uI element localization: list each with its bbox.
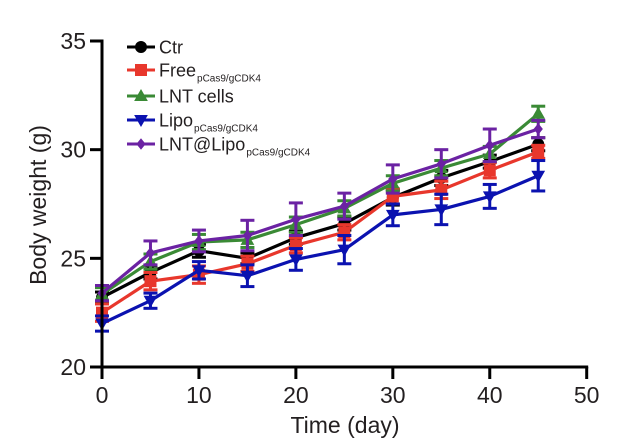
x-tick-label: 50 xyxy=(574,382,600,408)
data-point xyxy=(144,275,157,288)
legend-label: LNT cells xyxy=(159,87,234,107)
data-point xyxy=(483,164,496,177)
series-line xyxy=(101,150,539,315)
data-point xyxy=(242,229,253,242)
data-point xyxy=(143,295,158,308)
data-point xyxy=(482,191,497,204)
legend-label: LipopCas9/gCDK4 xyxy=(159,111,258,135)
data-point xyxy=(533,123,543,135)
legend-label: FreepCas9/gCDK4 xyxy=(159,61,261,85)
legend-label-subscript: pCas9/gCDK4 xyxy=(246,148,310,159)
y-tick-label: 30 xyxy=(60,137,86,163)
data-point xyxy=(531,106,546,119)
series-lipo xyxy=(95,159,546,333)
data-point xyxy=(436,157,446,170)
y-tick-label: 25 xyxy=(60,245,86,271)
y-tick-label: 35 xyxy=(60,28,86,54)
legend-marker xyxy=(134,88,148,101)
legend-item: FreepCas9/gCDK4 xyxy=(127,61,261,85)
legend-item: LipopCas9/gCDK4 xyxy=(127,111,258,135)
legend-label-subscript: pCas9/gCDK4 xyxy=(197,74,261,85)
x-tick-label: 20 xyxy=(283,382,309,408)
legend-item: Ctr xyxy=(127,38,183,58)
series-lnt-lipo xyxy=(95,118,546,303)
x-tick-label: 0 xyxy=(96,382,109,408)
legend-label-subscript: pCas9/gCDK4 xyxy=(194,124,258,135)
data-point xyxy=(291,213,301,226)
legend-marker xyxy=(134,115,148,128)
y-ticks: 20 25 30 35 xyxy=(60,28,102,380)
data-point xyxy=(532,145,545,158)
data-point xyxy=(339,200,349,212)
series-line xyxy=(101,142,539,299)
x-tick-label: 40 xyxy=(477,382,503,408)
data-point xyxy=(388,173,398,185)
legend-label-main: Lipo xyxy=(159,111,193,131)
data-point xyxy=(192,265,206,278)
legend-item: LNT@LipopCas9/gCDK4 xyxy=(127,135,311,159)
x-tick-label: 10 xyxy=(186,382,212,408)
legend-label: LNT@LipopCas9/gCDK4 xyxy=(159,135,311,159)
series-line xyxy=(101,112,540,296)
plot-series-group xyxy=(95,104,546,333)
data-point xyxy=(337,244,352,257)
data-point xyxy=(289,254,303,267)
data-point xyxy=(145,247,156,259)
legend-label-main: LNT@Lipo xyxy=(159,135,245,155)
x-axis-title: Time (day) xyxy=(290,412,399,438)
legend-label: Ctr xyxy=(159,38,183,58)
data-point xyxy=(240,270,255,283)
data-point xyxy=(485,139,495,152)
x-ticks: 0 10 20 30 40 50 xyxy=(96,367,600,408)
data-point xyxy=(434,204,449,217)
legend-item: LNT cells xyxy=(127,87,234,107)
legend-label-main: Ctr xyxy=(159,38,183,58)
legend-label-main: Free xyxy=(159,61,196,81)
legend-marker xyxy=(136,138,146,150)
series-line xyxy=(100,127,539,295)
y-tick-label: 20 xyxy=(60,354,86,380)
series-line xyxy=(101,174,539,325)
data-point xyxy=(194,235,204,247)
x-tick-label: 30 xyxy=(380,382,406,408)
data-point xyxy=(385,209,400,222)
axes-group: 20 25 30 35 0 10 20 30 40 50 xyxy=(60,28,599,408)
data-point xyxy=(531,170,546,183)
legend-label-main: LNT cells xyxy=(159,87,234,107)
legend-marker xyxy=(135,64,147,76)
y-axis-title: Body weight (g) xyxy=(25,125,51,285)
legend-marker xyxy=(135,41,147,53)
